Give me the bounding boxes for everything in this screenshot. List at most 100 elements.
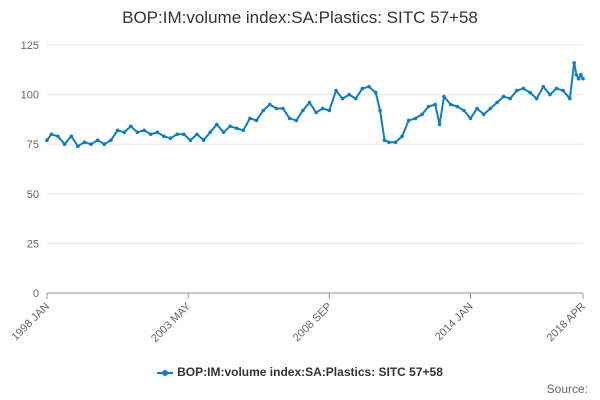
data-point xyxy=(561,88,565,93)
legend[interactable]: BOP:IM:volume index:SA:Plastics: SITC 57… xyxy=(0,365,600,379)
data-point xyxy=(448,102,453,107)
data-point xyxy=(62,142,67,146)
data-point xyxy=(89,142,93,146)
x-tick-label: 2008 SEP xyxy=(291,301,335,345)
data-point xyxy=(182,132,186,137)
data-point xyxy=(426,104,431,109)
data-point xyxy=(221,130,226,135)
data-point xyxy=(574,73,579,77)
data-point xyxy=(135,130,140,135)
data-point xyxy=(528,90,532,95)
data-point xyxy=(215,122,219,127)
source-label: Source: xyxy=(546,382,588,396)
data-point xyxy=(261,108,266,113)
data-point xyxy=(579,73,583,77)
data-point xyxy=(481,112,486,117)
data-point xyxy=(534,96,539,101)
data-point xyxy=(541,84,546,89)
data-point xyxy=(195,132,199,137)
data-point xyxy=(122,130,126,135)
data-point xyxy=(420,112,424,117)
series-layer xyxy=(45,61,585,148)
data-point xyxy=(142,128,146,133)
data-point xyxy=(162,134,166,139)
data-point xyxy=(287,116,292,121)
data-point xyxy=(69,134,74,139)
data-point xyxy=(109,138,113,142)
data-point xyxy=(367,84,371,89)
x-tick-label: 2018 APR xyxy=(545,301,589,345)
data-point xyxy=(274,106,279,111)
data-point xyxy=(314,110,318,115)
data-point xyxy=(301,108,305,113)
data-point xyxy=(475,106,479,111)
data-point xyxy=(248,116,252,121)
data-point xyxy=(354,96,358,101)
y-tick-label: 75 xyxy=(27,139,39,151)
data-point xyxy=(254,118,259,123)
data-point xyxy=(320,106,325,111)
data-point xyxy=(576,76,581,81)
data-point xyxy=(400,134,404,139)
data-point xyxy=(49,132,54,137)
data-point xyxy=(208,130,212,135)
data-point xyxy=(468,116,473,121)
data-point xyxy=(462,108,466,113)
data-point xyxy=(82,140,87,144)
data-point xyxy=(360,86,365,91)
chart-title: BOP:IM:volume index:SA:Plastics: SITC 57… xyxy=(122,8,478,27)
data-point xyxy=(393,140,398,144)
data-point xyxy=(433,102,438,107)
data-point xyxy=(115,128,120,133)
data-point xyxy=(129,124,133,129)
data-point xyxy=(455,104,460,109)
data-point xyxy=(281,106,285,111)
data-point xyxy=(334,88,338,93)
data-point xyxy=(201,138,206,142)
data-point xyxy=(501,94,506,99)
data-point xyxy=(188,138,193,142)
data-point xyxy=(241,128,246,133)
data-point xyxy=(508,96,512,101)
y-tick-label: 50 xyxy=(27,189,39,201)
data-point xyxy=(378,108,382,113)
x-tick-label: 2014 JAN xyxy=(433,301,476,344)
x-tick-label: 2003 MAY xyxy=(149,300,194,345)
data-point xyxy=(45,138,49,142)
data-point xyxy=(495,100,499,105)
y-tick-label: 125 xyxy=(21,40,39,52)
data-point xyxy=(437,122,442,127)
data-point xyxy=(294,118,299,123)
data-point xyxy=(148,132,153,137)
axes: 0 25 50 75 100 125 1998 JAN 2003 MAY 2008 SEP 201… xyxy=(9,40,588,345)
data-point xyxy=(413,116,418,121)
data-point xyxy=(168,136,173,140)
data-point xyxy=(554,86,559,91)
data-point xyxy=(228,124,232,129)
data-point xyxy=(307,100,312,105)
data-point xyxy=(572,61,576,65)
legend-swatch-icon xyxy=(157,369,174,377)
y-tick-label: 0 xyxy=(33,288,39,300)
data-point xyxy=(155,130,160,135)
data-point xyxy=(548,92,552,97)
data-point xyxy=(387,140,391,144)
data-point xyxy=(521,86,526,91)
x-tick-label: 1998 JAN xyxy=(9,301,52,344)
data-point xyxy=(581,76,585,81)
data-point xyxy=(515,88,519,93)
legend-label: BOP:IM:volume index:SA:Plastics: SITC 57… xyxy=(177,365,443,379)
data-point xyxy=(340,96,345,101)
gridlines xyxy=(47,44,583,244)
data-point xyxy=(347,92,352,97)
data-point xyxy=(76,144,80,148)
data-point xyxy=(442,94,446,99)
data-point xyxy=(175,132,179,137)
y-tick-label: 100 xyxy=(21,90,39,102)
y-tick-label: 25 xyxy=(27,238,39,250)
data-point xyxy=(373,90,378,95)
data-point xyxy=(382,138,387,142)
data-point xyxy=(488,106,493,111)
data-point xyxy=(268,102,272,107)
